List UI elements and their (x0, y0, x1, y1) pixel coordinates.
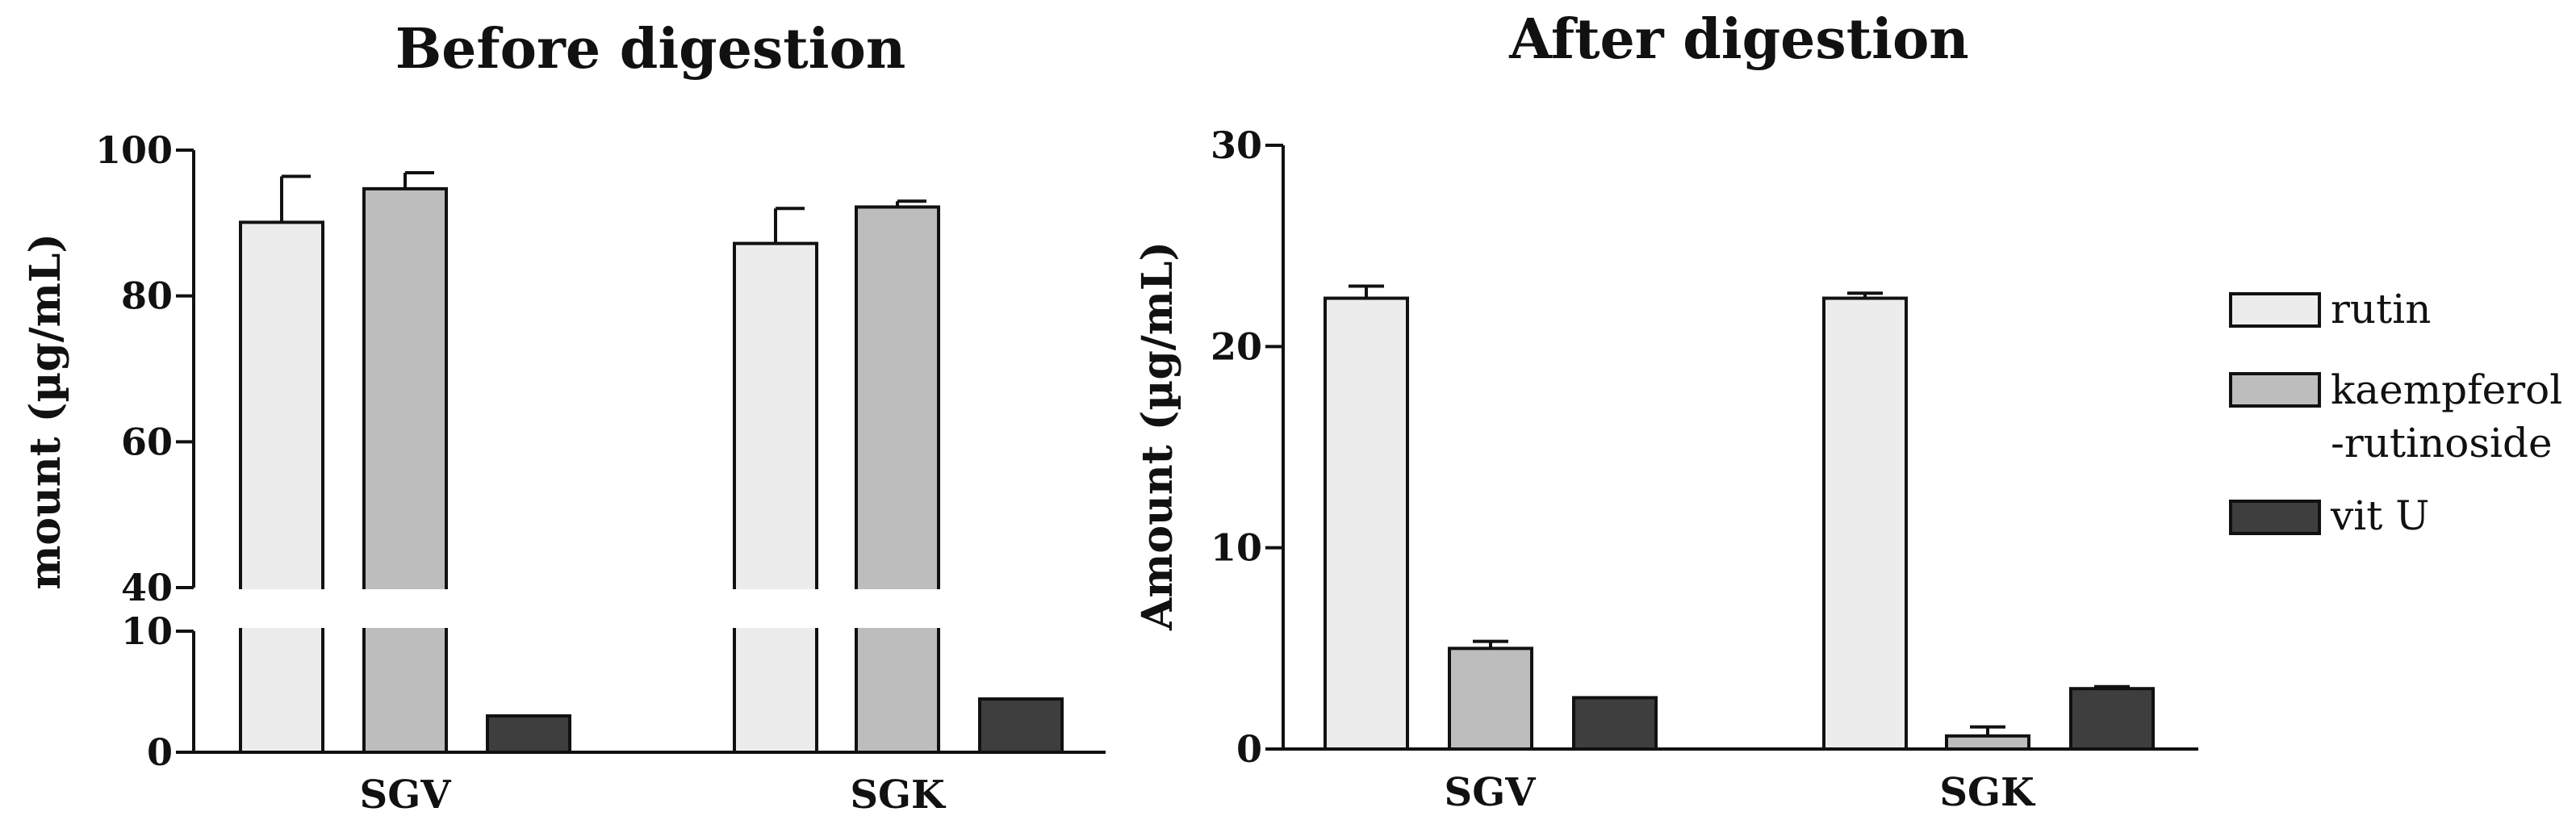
legend: rutin kaempferol -rutinoside vit U (2229, 286, 2562, 539)
bar-before-vitu-sgv (486, 714, 571, 754)
y-tick-label-before-60: 60 (121, 420, 173, 463)
bar-after-vitu-sgv (1572, 696, 1658, 751)
legend-swatch-rutin (2229, 292, 2321, 328)
category-label-sgk-after: SGK (1939, 770, 2036, 815)
category-label-sgv-after: SGV (1445, 770, 1537, 815)
y-tick-label-before-40: 40 (121, 566, 173, 609)
category-label-sgv-before: SGV (360, 772, 452, 818)
y-axis-label-before: Amount (µg/mL) (21, 233, 70, 623)
legend-label-kaempferol-line1: kaempferol (2331, 366, 2562, 413)
legend-swatch-kaempferol (2229, 372, 2321, 408)
y-tick-label-after-30: 30 (1211, 123, 1262, 167)
legend-label-kaempferol-line2: -rutinoside (2331, 420, 2553, 467)
bar-before-kaempferol-sgv (362, 186, 448, 755)
y-tick-label-before-10: 10 (121, 609, 173, 653)
bar-after-vitu-sgk (2069, 687, 2155, 751)
y-tick-label-before-80: 80 (121, 274, 173, 318)
y-tick-label-after-0: 0 (1236, 727, 1262, 771)
bar-after-kaempferol-sgv (1448, 647, 1533, 751)
category-label-sgk-before: SGK (850, 772, 947, 818)
chart-title-after: After digestion (1508, 7, 1969, 72)
y-tick-label-before-0: 0 (147, 730, 173, 774)
chart-after-digestion: After digestion Amount (µg/mL) 0 10 20 30 S… (1133, 7, 2198, 815)
chart-title-before: Before digestion (395, 17, 906, 82)
legend-label-rutin: rutin (2331, 286, 2431, 333)
legend-label-vitu: vit U (2330, 492, 2429, 539)
y-axis-label-after: Amount (µg/mL) (1133, 241, 1182, 631)
axis-break-gap (0, 589, 1130, 628)
y-tick-label-before-100: 100 (95, 128, 173, 172)
y-tick-label-after-20: 20 (1211, 324, 1262, 368)
bar-after-rutin-sgv (1324, 296, 1409, 751)
bar-before-vitu-sgk (978, 697, 1064, 754)
bar-after-kaempferol-sgk (1945, 734, 2030, 751)
legend-swatch-vitu (2229, 500, 2321, 535)
bar-after-rutin-sgk (1822, 296, 1908, 751)
bar-before-rutin-sgv (239, 220, 324, 754)
bar-before-rutin-sgk (733, 241, 818, 755)
bar-before-kaempferol-sgk (855, 205, 940, 754)
y-tick-label-after-10: 10 (1211, 526, 1262, 570)
bars-after: 0 10 20 30 (1211, 123, 2198, 771)
